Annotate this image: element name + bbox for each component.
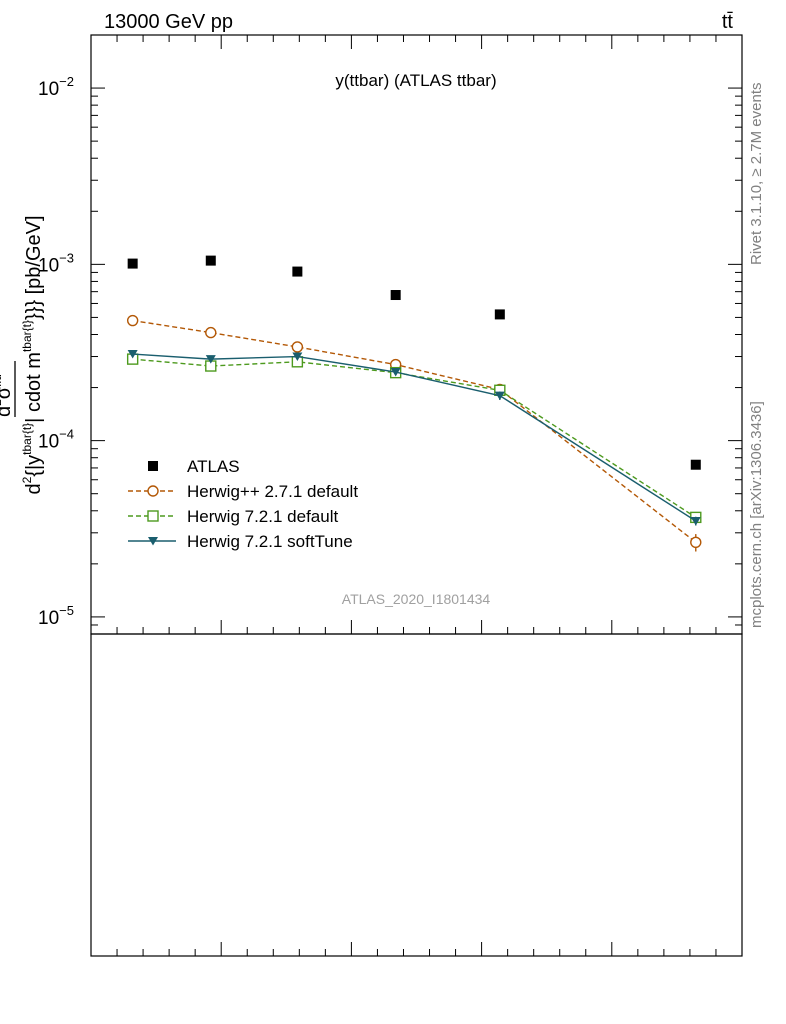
data-point bbox=[126, 314, 139, 327]
ylabel-num-fid: fid bbox=[0, 374, 4, 387]
y-tick-label: 10−2 bbox=[38, 74, 74, 100]
legend-marker bbox=[147, 510, 159, 522]
data-point bbox=[390, 368, 401, 377]
series-line-herwig-7-2-1-softtune bbox=[132, 353, 697, 522]
data-point bbox=[494, 391, 505, 401]
y-axis-label: d2{|ytbar{t}| cdot mtbar{t}}}} [pb/GeV] … bbox=[0, 215, 45, 494]
data-point bbox=[205, 255, 216, 266]
y-axis-ticks bbox=[91, 34, 742, 635]
data-point bbox=[690, 536, 702, 549]
legend-marker bbox=[147, 485, 159, 497]
ylabel-den-sup2: 2 bbox=[20, 476, 34, 483]
series-line-herwig-2-7-1-default bbox=[132, 319, 697, 543]
data-point bbox=[390, 290, 401, 301]
analysis-id-label: ATLAS_2020_I1801434 bbox=[342, 591, 491, 607]
x-axis-ticks bbox=[90, 35, 743, 956]
ylabel-den-sup-b: tbar{t} bbox=[20, 320, 34, 352]
ylabel-num-sup2: 2 bbox=[0, 399, 4, 406]
svg-text:d2{|ytbar{t}| cdot mtbar{t}}}}: d2{|ytbar{t}| cdot mtbar{t}}}} [pb/GeV] bbox=[20, 215, 45, 494]
ylabel-num-sigma: σ bbox=[0, 386, 15, 399]
data-point bbox=[127, 258, 138, 269]
process-label: tt̄ bbox=[722, 11, 734, 33]
data-point bbox=[292, 352, 303, 362]
ylabel-den-main: {|y bbox=[23, 455, 45, 477]
legend-label: ATLAS bbox=[187, 457, 240, 476]
series-layer bbox=[126, 255, 702, 552]
ylabel-den-mid: | cdot m bbox=[23, 352, 45, 423]
series-herwig-7-2-1-softtune bbox=[127, 350, 701, 526]
legend-item: Herwig++ 2.7.1 default bbox=[128, 482, 358, 501]
energy-label: 13000 GeV pp bbox=[104, 11, 233, 33]
y-tick-label: 10−4 bbox=[38, 427, 74, 453]
series-atlas bbox=[127, 255, 701, 470]
data-point bbox=[292, 266, 303, 277]
ylabel-num-d: d bbox=[0, 406, 15, 417]
y-axis-tick-labels: 10−2 10−3 10−4 10−5 bbox=[38, 74, 74, 629]
data-point bbox=[205, 355, 216, 364]
y-tick-label: 10−5 bbox=[38, 603, 74, 629]
rivet-label: Rivet 3.1.10, ≥ 2.7M events bbox=[748, 83, 765, 266]
legend-marker bbox=[148, 537, 158, 546]
ylabel-den-d: d bbox=[23, 483, 45, 494]
mcplots-label: mcplots.cern.ch [arXiv:1306.3436] bbox=[748, 401, 765, 628]
ratio-panel-frame bbox=[90, 633, 743, 957]
legend: ATLAS Herwig++ 2.7.1 default Herwig 7.2.1 … bbox=[128, 457, 358, 551]
data-point bbox=[127, 350, 138, 359]
data-point bbox=[205, 326, 217, 339]
svg-text:d2σfid: d2σfid bbox=[0, 374, 15, 417]
data-point bbox=[690, 517, 701, 526]
legend-label: Herwig 7.2.1 softTune bbox=[187, 532, 353, 551]
data-point bbox=[494, 309, 505, 320]
legend-item: Herwig 7.2.1 softTune bbox=[128, 532, 353, 551]
ylabel-den-sup-a: tbar{t} bbox=[20, 423, 34, 455]
chart-title: y(ttbar) (ATLAS ttbar) bbox=[335, 71, 496, 90]
legend-item: Herwig 7.2.1 default bbox=[128, 507, 338, 526]
legend-label: Herwig++ 2.7.1 default bbox=[187, 482, 358, 501]
data-point bbox=[690, 459, 701, 470]
series-line-herwig-7-2-1-default bbox=[132, 358, 697, 518]
legend-label: Herwig 7.2.1 default bbox=[187, 507, 338, 526]
data-point bbox=[291, 341, 304, 353]
legend-item: ATLAS bbox=[148, 457, 240, 476]
legend-marker bbox=[148, 461, 158, 471]
ylabel-den-end: }}} [pb/GeV] bbox=[23, 215, 45, 320]
y-tick-label: 10−3 bbox=[38, 250, 74, 276]
series-herwig-2-7-1-default bbox=[126, 314, 702, 552]
